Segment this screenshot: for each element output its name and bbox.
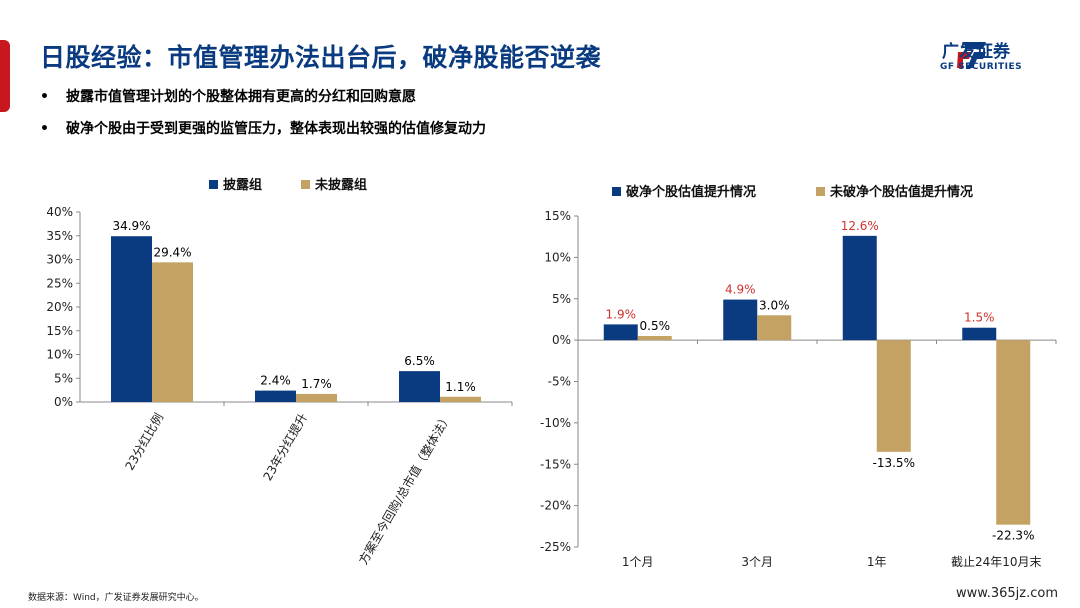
- y-tick-label: 10%: [544, 250, 571, 264]
- accent-tab: [0, 40, 10, 112]
- y-tick-label: 0%: [552, 333, 571, 347]
- y-tick-label: 0%: [54, 395, 73, 409]
- bar: [842, 235, 877, 341]
- data-label: 4.9%: [725, 283, 756, 297]
- legend-label: 未披露组: [314, 177, 367, 193]
- bullet-2-text: 破净个股由于受到更强的监管压力，整体表现出较强的估值修复动力: [66, 121, 486, 137]
- bullet-1-text: 披露市值管理计划的个股整体拥有更高的分红和回购意愿: [66, 89, 416, 105]
- bar: [876, 340, 911, 452]
- bar: [255, 390, 296, 402]
- data-label: 1.9%: [606, 307, 637, 321]
- data-source: 数据来源：Wind，广发证券发展研究中心。: [28, 593, 204, 603]
- logo-text-cn: 广发证券: [942, 42, 1010, 62]
- bar: [996, 340, 1031, 525]
- logo-text-en: GF SECURITIES: [940, 62, 1023, 72]
- data-label: 6.5%: [404, 354, 435, 368]
- data-label: -22.3%: [992, 529, 1034, 543]
- data-label: 29.4%: [153, 245, 191, 259]
- gf-logo-icon: [957, 42, 986, 68]
- y-tick-label: 35%: [46, 229, 73, 243]
- y-tick-label: -20%: [540, 499, 571, 513]
- bullet-2: • 破净个股由于受到更强的监管压力，整体表现出较强的估值修复动力: [40, 121, 486, 137]
- y-tick-label: 15%: [46, 324, 73, 338]
- bar: [962, 327, 997, 341]
- data-label: 34.9%: [112, 219, 150, 233]
- x-category-label: 1年: [867, 555, 887, 569]
- bar: [152, 262, 193, 402]
- y-tick-label: -25%: [540, 540, 571, 554]
- y-tick-label: 15%: [544, 209, 571, 223]
- y-tick-label: -15%: [540, 457, 571, 471]
- data-label: 2.4%: [260, 374, 291, 388]
- page-title: 日股经验：市值管理办法出台后，破净股能否逆袭: [40, 43, 602, 72]
- y-tick-label: 20%: [46, 300, 73, 314]
- legend-swatch: [209, 180, 218, 189]
- data-label: 1.5%: [964, 311, 995, 325]
- data-label: 1.1%: [445, 380, 476, 394]
- legend-label: 未破净个股估值提升情况: [829, 184, 973, 200]
- legend-swatch: [612, 187, 621, 196]
- y-tick-label: -10%: [540, 416, 571, 430]
- data-label: -13.5%: [873, 456, 915, 470]
- bar: [296, 393, 337, 402]
- bar: [603, 324, 638, 341]
- x-category-label: 截止24年10月末: [951, 555, 1042, 569]
- x-category-label: 3个月: [741, 555, 773, 569]
- legend-label: 破净个股估值提升情况: [626, 184, 756, 200]
- bar: [111, 236, 152, 402]
- y-tick-label: 10%: [46, 348, 73, 362]
- y-tick-label: 40%: [46, 205, 73, 219]
- bar: [440, 396, 481, 402]
- data-label: 1.7%: [301, 377, 332, 391]
- data-label: 3.0%: [759, 298, 790, 312]
- y-tick-label: 5%: [552, 292, 571, 306]
- y-tick-label: 30%: [46, 253, 73, 267]
- bar: [723, 299, 758, 341]
- legend-label: 披露组: [223, 177, 262, 193]
- bar: [757, 315, 792, 341]
- bullet-1: • 披露市值管理计划的个股整体拥有更高的分红和回购意愿: [40, 89, 416, 105]
- y-tick-label: 5%: [54, 371, 73, 385]
- y-tick-label: -5%: [548, 375, 571, 389]
- y-tick-label: 25%: [46, 276, 73, 290]
- data-label: 0.5%: [640, 319, 671, 333]
- watermark: www.365jz.com: [956, 586, 1058, 601]
- bar: [399, 371, 440, 402]
- bar: [637, 335, 672, 341]
- legend-swatch: [301, 180, 310, 189]
- legend-swatch: [816, 187, 825, 196]
- x-category-label: 1个月: [622, 555, 654, 569]
- data-label: 12.6%: [841, 219, 879, 233]
